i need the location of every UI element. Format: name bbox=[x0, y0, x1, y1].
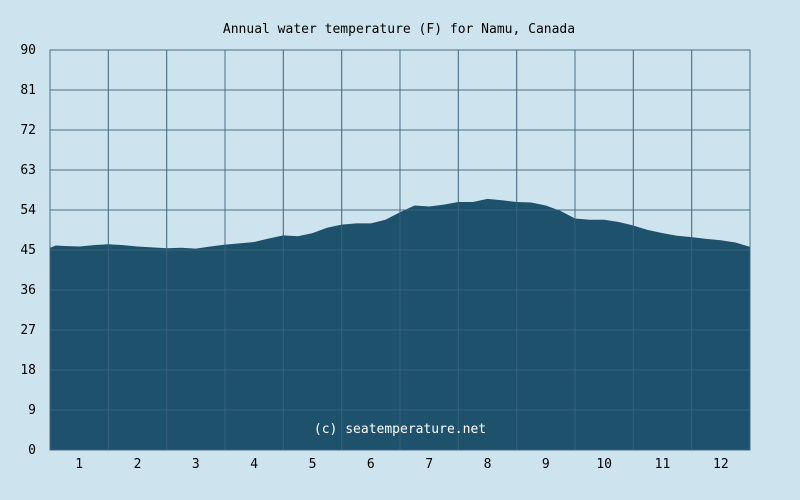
x-tick-label: 8 bbox=[484, 457, 492, 472]
y-tick-label: 45 bbox=[20, 243, 36, 258]
x-tick-label: 5 bbox=[309, 457, 317, 472]
y-tick-label: 72 bbox=[20, 123, 36, 138]
x-tick-label: 2 bbox=[134, 457, 142, 472]
x-tick-label: 6 bbox=[367, 457, 375, 472]
y-tick-label: 81 bbox=[20, 83, 36, 98]
x-tick-label: 1 bbox=[75, 457, 83, 472]
x-tick-label: 3 bbox=[192, 457, 200, 472]
x-tick-label: 9 bbox=[542, 457, 550, 472]
y-tick-label: 0 bbox=[28, 443, 36, 458]
y-tick-label: 63 bbox=[20, 163, 36, 178]
chart-title: Annual water temperature (F) for Namu, C… bbox=[223, 22, 575, 37]
y-tick-label: 36 bbox=[20, 283, 36, 298]
y-tick-label: 9 bbox=[28, 403, 36, 418]
x-tick-label: 4 bbox=[250, 457, 258, 472]
y-tick-label: 90 bbox=[20, 43, 36, 58]
x-tick-label: 12 bbox=[713, 457, 729, 472]
y-tick-label: 54 bbox=[20, 203, 36, 218]
x-axis-ticks: 1 2 3 4 5 6 7 8 9 10 11 12 bbox=[75, 457, 728, 472]
y-tick-label: 27 bbox=[20, 323, 36, 338]
grid-overlay bbox=[49, 49, 751, 451]
x-tick-label: 7 bbox=[425, 457, 433, 472]
x-tick-label: 11 bbox=[655, 457, 671, 472]
watermark: (c) seatemperature.net bbox=[314, 422, 486, 437]
x-tick-label: 10 bbox=[596, 457, 612, 472]
y-tick-label: 18 bbox=[20, 363, 36, 378]
y-axis-ticks: 0 9 18 27 36 45 54 63 72 81 90 bbox=[20, 43, 36, 458]
